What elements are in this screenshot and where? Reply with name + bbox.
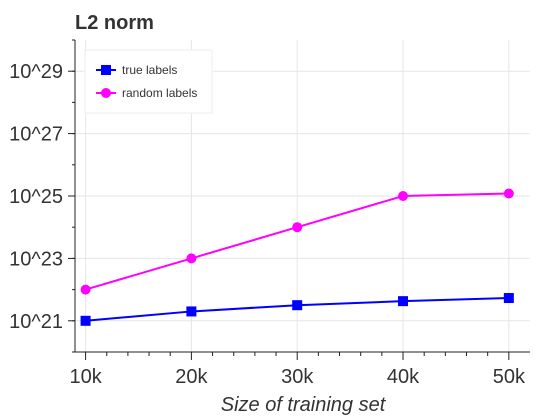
- data-point: [80, 284, 91, 295]
- data-point: [186, 306, 197, 317]
- legend-label: random labels: [122, 86, 197, 100]
- data-point: [292, 222, 303, 233]
- y-tick-label: 10^21: [9, 311, 63, 333]
- x-tick-label: 30k: [281, 366, 314, 388]
- x-tick-label: 10k: [69, 366, 102, 388]
- y-tick-label: 10^25: [9, 186, 63, 208]
- data-point: [292, 300, 303, 311]
- y-tick-label: 10^29: [9, 61, 63, 83]
- legend-marker: [101, 88, 111, 98]
- x-tick-label: 50k: [493, 366, 526, 388]
- data-point: [503, 293, 514, 304]
- plot-area: 10^21 10^23 10^25 10^27 10^29 10k 20k 30k 40k 50k…: [9, 39, 530, 388]
- legend-label: true labels: [122, 63, 177, 77]
- data-point: [398, 296, 409, 307]
- data-point: [186, 253, 197, 264]
- y-tick-label: 10^23: [9, 248, 63, 270]
- legend-box: [84, 49, 213, 114]
- x-axis-label: Size of training set: [221, 394, 387, 416]
- y-tick-label: 10^27: [9, 124, 63, 146]
- data-point: [503, 188, 514, 199]
- x-tick-label: 20k: [175, 366, 208, 388]
- x-tick-label: 40k: [387, 366, 420, 388]
- legend-marker: [101, 65, 111, 75]
- data-point: [80, 315, 91, 326]
- data-point: [398, 191, 409, 201]
- chart-title: L2 norm: [75, 12, 154, 34]
